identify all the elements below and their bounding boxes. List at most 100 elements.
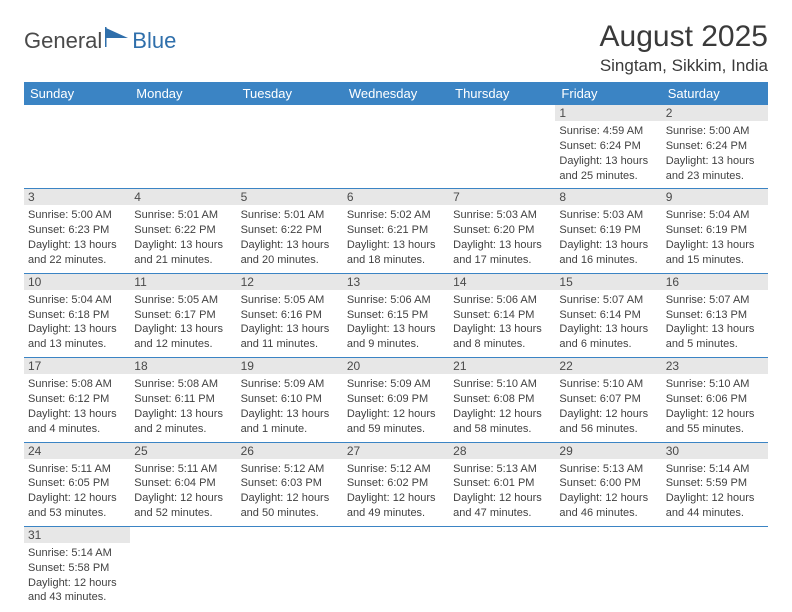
day-cell: 8 Sunrise: 5:03 AMSunset: 6:19 PMDaylight…	[555, 189, 661, 272]
day-info: Sunrise: 5:14 AMSunset: 5:59 PMDaylight:…	[666, 462, 764, 521]
day-cell: 4Sunrise: 5:01 AMSunset: 6:22 PMDaylight…	[130, 189, 236, 272]
info-line: and 12 minutes.	[134, 337, 232, 352]
info-line: Sunrise: 5:08 AM	[134, 377, 232, 392]
dayname-cell: Friday	[555, 82, 661, 105]
info-line: Sunset: 6:24 PM	[666, 139, 764, 154]
day-cell: 6Sunrise: 5:02 AMSunset: 6:21 PMDaylight…	[343, 189, 449, 272]
info-line: Sunset: 6:13 PM	[666, 308, 764, 323]
info-line: and 1 minute.	[241, 422, 339, 437]
info-line: and 2 minutes.	[134, 422, 232, 437]
day-info: Sunrise: 5:04 AMSunset: 6:19 PMDaylight:…	[666, 208, 764, 267]
info-line: Daylight: 13 hours	[666, 154, 764, 169]
day-cell: 2Sunrise: 5:00 AMSunset: 6:24 PMDaylight…	[662, 105, 768, 188]
info-line: and 21 minutes.	[134, 253, 232, 268]
info-line: Sunrise: 5:13 AM	[559, 462, 657, 477]
info-line: Sunset: 6:21 PM	[347, 223, 445, 238]
info-line: and 25 minutes.	[559, 169, 657, 184]
day-number: 23	[662, 358, 768, 374]
info-line: and 17 minutes.	[453, 253, 551, 268]
info-line: Sunset: 6:20 PM	[453, 223, 551, 238]
info-line: and 6 minutes.	[559, 337, 657, 352]
day-cell: 26Sunrise: 5:12 AMSunset: 6:03 PMDayligh…	[237, 443, 343, 526]
info-line: Sunrise: 5:00 AM	[28, 208, 126, 223]
day-info: Sunrise: 5:04 AMSunset: 6:18 PMDaylight:…	[28, 293, 126, 352]
info-line: Daylight: 13 hours	[559, 238, 657, 253]
info-line: Sunrise: 5:11 AM	[134, 462, 232, 477]
info-line: and 53 minutes.	[28, 506, 126, 521]
info-line: Sunset: 6:19 PM	[666, 223, 764, 238]
day-info: Sunrise: 5:14 AMSunset: 5:58 PMDaylight:…	[28, 546, 126, 605]
info-line: Sunset: 6:18 PM	[28, 308, 126, 323]
info-line: and 5 minutes.	[666, 337, 764, 352]
day-info: Sunrise: 5:02 AMSunset: 6:21 PMDaylight:…	[347, 208, 445, 267]
day-number: 21	[449, 358, 555, 374]
day-info: Sunrise: 5:06 AMSunset: 6:14 PMDaylight:…	[453, 293, 551, 352]
info-line: Sunset: 6:16 PM	[241, 308, 339, 323]
info-line: and 18 minutes.	[347, 253, 445, 268]
logo-text-general: General	[24, 28, 102, 54]
day-cell: 28Sunrise: 5:13 AMSunset: 6:01 PMDayligh…	[449, 443, 555, 526]
day-info: Sunrise: 5:03 AMSunset: 6:20 PMDaylight:…	[453, 208, 551, 267]
day-number: 24	[24, 443, 130, 459]
info-line: Sunset: 6:05 PM	[28, 476, 126, 491]
day-cell: 9Sunrise: 5:04 AMSunset: 6:19 PMDaylight…	[662, 189, 768, 272]
info-line: Sunset: 6:08 PM	[453, 392, 551, 407]
info-line: Sunset: 6:14 PM	[559, 308, 657, 323]
day-cell: 18Sunrise: 5:08 AMSunset: 6:11 PMDayligh…	[130, 358, 236, 441]
info-line: Daylight: 13 hours	[347, 322, 445, 337]
day-cell: 7Sunrise: 5:03 AMSunset: 6:20 PMDaylight…	[449, 189, 555, 272]
info-line: and 50 minutes.	[241, 506, 339, 521]
day-number: 13	[343, 274, 449, 290]
title-block: August 2025 Singtam, Sikkim, India	[600, 20, 768, 76]
day-number: 3	[24, 189, 130, 205]
day-info: Sunrise: 5:13 AMSunset: 6:00 PMDaylight:…	[559, 462, 657, 521]
info-line: Sunrise: 4:59 AM	[559, 124, 657, 139]
day-info: Sunrise: 4:59 AMSunset: 6:24 PMDaylight:…	[559, 124, 657, 183]
week-row: 17 Sunrise: 5:08 AMSunset: 6:12 PMDayligh…	[24, 358, 768, 442]
info-line: Sunset: 6:06 PM	[666, 392, 764, 407]
empty-cell	[130, 527, 236, 610]
day-cell: 12Sunrise: 5:05 AMSunset: 6:16 PMDayligh…	[237, 274, 343, 357]
empty-cell	[449, 527, 555, 610]
day-cell: 22Sunrise: 5:10 AMSunset: 6:07 PMDayligh…	[555, 358, 661, 441]
info-line: Daylight: 13 hours	[134, 238, 232, 253]
day-cell: 3 Sunrise: 5:00 AMSunset: 6:23 PMDaylight…	[24, 189, 130, 272]
day-number: 17	[24, 358, 130, 374]
day-number: 18	[130, 358, 236, 374]
info-line: Daylight: 13 hours	[241, 238, 339, 253]
day-info: Sunrise: 5:10 AMSunset: 6:06 PMDaylight:…	[666, 377, 764, 436]
day-number: 10	[24, 274, 130, 290]
day-number: 30	[662, 443, 768, 459]
day-info: Sunrise: 5:06 AMSunset: 6:15 PMDaylight:…	[347, 293, 445, 352]
day-info: Sunrise: 5:01 AMSunset: 6:22 PMDaylight:…	[134, 208, 232, 267]
day-number: 25	[130, 443, 236, 459]
info-line: Sunrise: 5:03 AM	[559, 208, 657, 223]
day-cell: 27Sunrise: 5:12 AMSunset: 6:02 PMDayligh…	[343, 443, 449, 526]
info-line: and 59 minutes.	[347, 422, 445, 437]
info-line: Daylight: 13 hours	[28, 407, 126, 422]
day-cell: 1Sunrise: 4:59 AMSunset: 6:24 PMDaylight…	[555, 105, 661, 188]
info-line: Sunrise: 5:02 AM	[347, 208, 445, 223]
week-row: 3 Sunrise: 5:00 AMSunset: 6:23 PMDaylight…	[24, 189, 768, 273]
empty-cell	[130, 105, 236, 188]
info-line: Sunrise: 5:06 AM	[347, 293, 445, 308]
info-line: Daylight: 13 hours	[241, 322, 339, 337]
info-line: Sunset: 6:15 PM	[347, 308, 445, 323]
day-cell: 10 Sunrise: 5:04 AMSunset: 6:18 PMDayligh…	[24, 274, 130, 357]
empty-cell	[449, 105, 555, 188]
empty-cell	[237, 105, 343, 188]
day-cell: 20Sunrise: 5:09 AMSunset: 6:09 PMDayligh…	[343, 358, 449, 441]
day-number: 2	[662, 105, 768, 121]
day-info: Sunrise: 5:03 AMSunset: 6:19 PMDaylight:…	[559, 208, 657, 267]
logo: General Blue	[24, 26, 176, 54]
info-line: Sunrise: 5:09 AM	[241, 377, 339, 392]
day-info: Sunrise: 5:08 AMSunset: 6:12 PMDaylight:…	[28, 377, 126, 436]
info-line: Sunrise: 5:10 AM	[453, 377, 551, 392]
day-info: Sunrise: 5:05 AMSunset: 6:17 PMDaylight:…	[134, 293, 232, 352]
day-number: 15	[555, 274, 661, 290]
day-cell: 29Sunrise: 5:13 AMSunset: 6:00 PMDayligh…	[555, 443, 661, 526]
info-line: Sunrise: 5:14 AM	[28, 546, 126, 561]
day-number: 8	[555, 189, 661, 205]
day-info: Sunrise: 5:00 AMSunset: 6:23 PMDaylight:…	[28, 208, 126, 267]
day-number: 26	[237, 443, 343, 459]
